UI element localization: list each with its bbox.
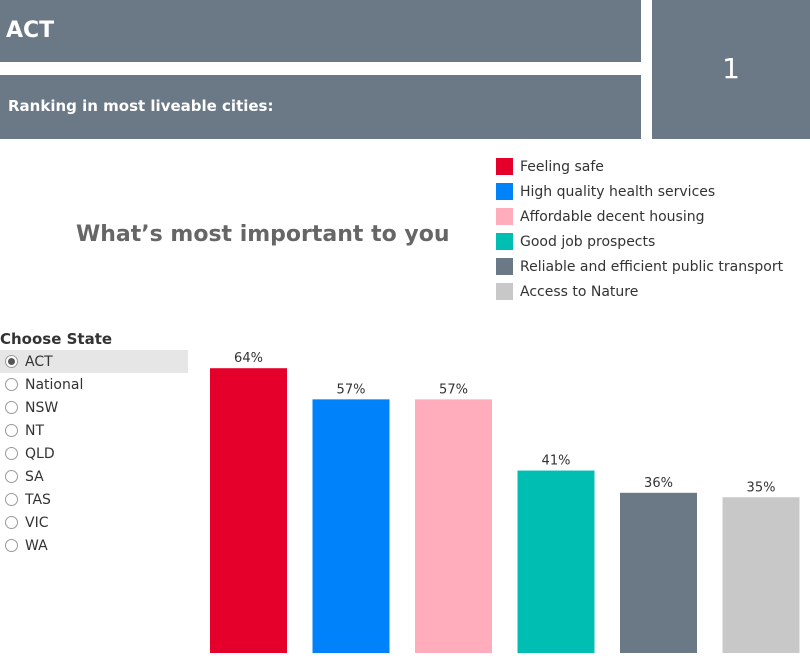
ranking-value-panel: 1 xyxy=(652,0,810,139)
state-option-sa[interactable]: SA xyxy=(0,465,188,488)
legend-item[interactable]: Reliable and efficient public transport xyxy=(496,254,783,279)
radio-button-icon[interactable] xyxy=(5,401,18,414)
bar-2[interactable] xyxy=(312,399,390,653)
state-title: ACT xyxy=(6,18,55,43)
legend-label: Access to Nature xyxy=(520,283,639,300)
legend-label: High quality health services xyxy=(520,183,716,200)
bar-6[interactable] xyxy=(722,497,800,653)
state-option-qld[interactable]: QLD xyxy=(0,442,188,465)
state-option-label: NT xyxy=(25,422,45,439)
radio-button-icon[interactable] xyxy=(5,447,18,460)
state-option-wa[interactable]: WA xyxy=(0,534,188,557)
legend-item[interactable]: Affordable decent housing xyxy=(496,204,783,229)
ranking-label: Ranking in most liveable cities: xyxy=(8,97,274,115)
radio-button-icon[interactable] xyxy=(5,378,18,391)
legend-item[interactable]: Feeling safe xyxy=(496,154,783,179)
state-option-label: VIC xyxy=(25,514,49,531)
legend-item[interactable]: Good job prospects xyxy=(496,229,783,254)
bar-value-label: 57% xyxy=(439,382,468,397)
radio-button-icon[interactable] xyxy=(5,539,18,552)
state-filter-title: Choose State xyxy=(0,330,113,348)
state-option-vic[interactable]: VIC xyxy=(0,511,188,534)
legend-item[interactable]: High quality health services xyxy=(496,179,783,204)
state-option-label: NSW xyxy=(25,399,59,416)
legend-swatch xyxy=(496,258,513,275)
state-title-panel: ACT xyxy=(0,0,641,62)
state-option-label: National xyxy=(25,376,84,393)
bar-value-label: 36% xyxy=(644,476,673,491)
ranking-label-panel: Ranking in most liveable cities: xyxy=(0,75,641,139)
legend-label: Affordable decent housing xyxy=(520,208,705,225)
state-option-national[interactable]: National xyxy=(0,373,188,396)
radio-button-icon[interactable] xyxy=(5,424,18,437)
bar-5[interactable] xyxy=(620,492,697,653)
bar-4[interactable] xyxy=(517,470,595,653)
ranking-value: 1 xyxy=(722,52,740,85)
legend-label: Reliable and efficient public transport xyxy=(520,258,784,275)
legend-item[interactable]: Access to Nature xyxy=(496,279,783,304)
legend-swatch xyxy=(496,158,513,175)
legend-swatch xyxy=(496,183,513,200)
legend-swatch xyxy=(496,208,513,225)
legend-label: Feeling safe xyxy=(520,158,604,175)
radio-button-icon[interactable] xyxy=(5,355,18,368)
bar-1[interactable] xyxy=(210,368,287,653)
bar-chart: 64% 57% 57% 41% 36% 35% xyxy=(210,351,800,653)
bar-value-label: 64% xyxy=(234,351,263,366)
state-option-nsw[interactable]: NSW xyxy=(0,396,188,419)
radio-button-icon[interactable] xyxy=(5,493,18,506)
state-option-label: TAS xyxy=(25,491,51,508)
radio-button-icon[interactable] xyxy=(5,516,18,529)
state-option-label: SA xyxy=(25,468,44,485)
bar-value-label: 57% xyxy=(337,382,366,397)
state-option-nt[interactable]: NT xyxy=(0,419,188,442)
legend-swatch xyxy=(496,283,513,300)
bar-3[interactable] xyxy=(415,399,492,653)
legend-swatch xyxy=(496,233,513,250)
state-option-label: ACT xyxy=(25,353,53,370)
state-option-label: WA xyxy=(25,537,48,554)
state-option-act[interactable]: ACT xyxy=(0,350,188,373)
state-options: ACT National NSW NT QLD SA TAS VIC WA xyxy=(0,350,188,557)
chart-heading: What’s most important to you xyxy=(76,222,450,247)
legend: Feeling safe High quality health services… xyxy=(496,154,783,304)
bar-value-label: 41% xyxy=(542,454,571,469)
bar-value-label: 35% xyxy=(747,480,776,495)
state-option-label: QLD xyxy=(25,445,55,462)
legend-label: Good job prospects xyxy=(520,233,656,250)
state-filter: Choose State ACT National NSW NT QLD SA TAS VIC… xyxy=(0,328,188,557)
radio-button-icon[interactable] xyxy=(5,470,18,483)
state-option-tas[interactable]: TAS xyxy=(0,488,188,511)
